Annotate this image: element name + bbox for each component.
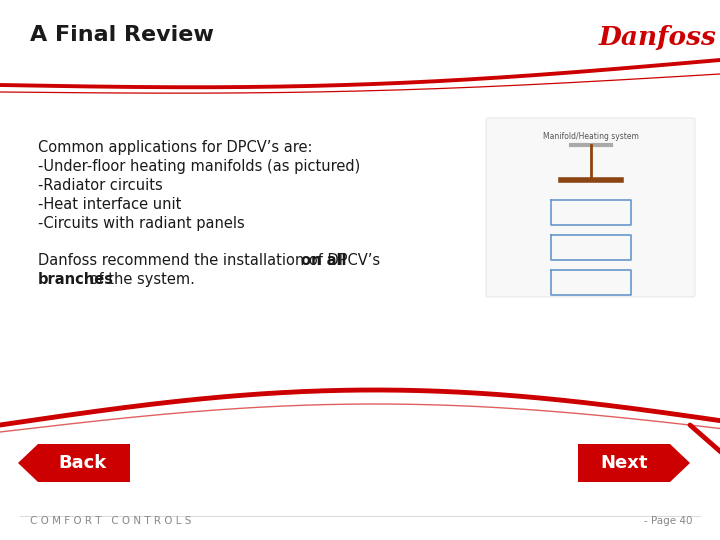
- Text: C O M F O R T   C O N T R O L S: C O M F O R T C O N T R O L S: [30, 516, 192, 526]
- Polygon shape: [18, 444, 130, 482]
- Text: -Under-floor heating manifolds (as pictured): -Under-floor heating manifolds (as pictu…: [38, 159, 360, 174]
- Text: on all: on all: [301, 253, 347, 268]
- Text: Danfoss recommend the installation of DPCV’s: Danfoss recommend the installation of DP…: [38, 253, 384, 268]
- Text: Common applications for DPCV’s are:: Common applications for DPCV’s are:: [38, 140, 312, 155]
- Text: branches: branches: [38, 272, 114, 287]
- Text: -Circuits with radiant panels: -Circuits with radiant panels: [38, 216, 245, 231]
- Text: -Heat interface unit: -Heat interface unit: [38, 197, 181, 212]
- Text: Manifold/Heating system: Manifold/Heating system: [543, 132, 639, 141]
- Text: - Page 40: - Page 40: [644, 516, 692, 526]
- Text: Back: Back: [58, 454, 106, 472]
- FancyBboxPatch shape: [486, 118, 695, 297]
- Text: -Radiator circuits: -Radiator circuits: [38, 178, 163, 193]
- Text: Next: Next: [600, 454, 648, 472]
- Text: Danfoss: Danfoss: [599, 25, 717, 51]
- Polygon shape: [578, 444, 690, 482]
- Text: A Final Review: A Final Review: [30, 25, 214, 45]
- Text: of the system.: of the system.: [85, 272, 194, 287]
